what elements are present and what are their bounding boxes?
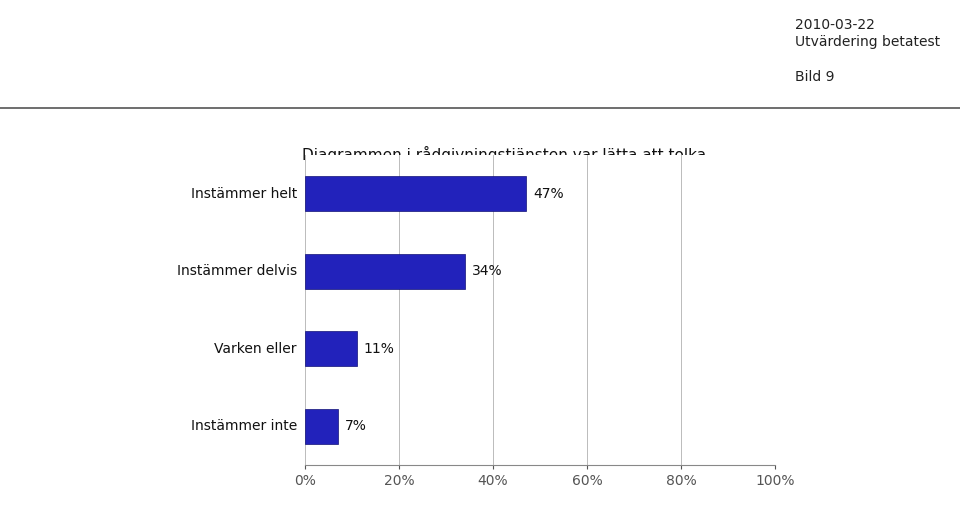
- Text: Instämmer delvis: Instämmer delvis: [177, 264, 297, 278]
- Text: 34%: 34%: [472, 264, 502, 278]
- Bar: [305, 409, 338, 444]
- Text: 2010-03-22: 2010-03-22: [795, 18, 875, 32]
- Bar: [305, 176, 526, 211]
- Text: 7%: 7%: [345, 419, 367, 433]
- Text: Varken eller: Varken eller: [214, 342, 297, 356]
- Text: PTK: PTK: [44, 26, 86, 44]
- Text: 47%: 47%: [533, 187, 564, 201]
- Text: Diagrammen i rådgivningstjänsten var lätta att tolka: Diagrammen i rådgivningstjänsten var lät…: [302, 146, 706, 163]
- Bar: [305, 331, 357, 366]
- Bar: [305, 254, 465, 289]
- Text: Instämmer inte: Instämmer inte: [191, 419, 297, 433]
- Text: Bild 9: Bild 9: [795, 70, 834, 84]
- Text: Instämmer helt: Instämmer helt: [191, 187, 297, 201]
- Text: Utvärdering betatest: Utvärdering betatest: [795, 35, 940, 49]
- Text: 11%: 11%: [364, 342, 395, 356]
